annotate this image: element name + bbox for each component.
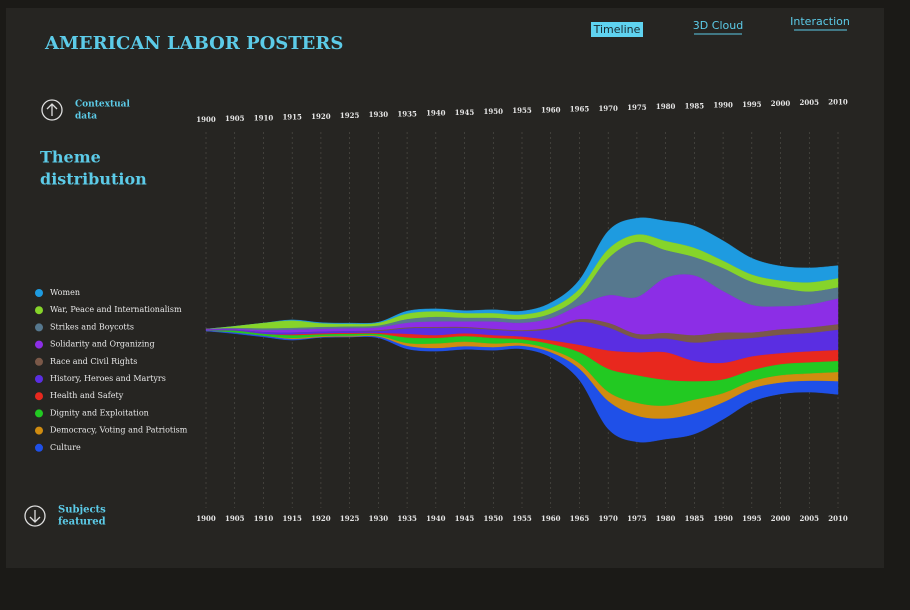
x-tick-label-top: 1905 bbox=[225, 114, 245, 123]
x-tick-label-top: 2000 bbox=[771, 99, 791, 108]
x-tick-label: 1970 bbox=[598, 514, 618, 523]
x-tick-label: 1905 bbox=[225, 514, 245, 523]
legend-swatch bbox=[35, 375, 43, 383]
legend-swatch bbox=[35, 340, 43, 349]
legend-label: Strikes and Boycotts bbox=[50, 322, 134, 331]
nav-link[interactable]: Timeline bbox=[593, 23, 641, 36]
icon-circle bbox=[24, 505, 46, 527]
x-tick-label-top: 1935 bbox=[397, 109, 417, 118]
x-tick-label-top: 2005 bbox=[800, 98, 820, 107]
legend-label: War, Peace and Internationalism bbox=[50, 305, 182, 314]
x-tick-label-top: 1985 bbox=[685, 101, 705, 110]
subjects-label: featured bbox=[58, 517, 106, 528]
x-tick-label-top: 2010 bbox=[828, 97, 848, 106]
icon-arrow bbox=[29, 510, 41, 523]
legend-label: History, Heroes and Martyrs bbox=[50, 374, 166, 383]
legend-label: Solidarity and Organizing bbox=[50, 340, 155, 349]
x-tick-label: 1955 bbox=[512, 514, 532, 523]
contextual-label: data bbox=[75, 112, 97, 122]
x-tick-label: 1900 bbox=[196, 514, 216, 523]
legend-swatch bbox=[35, 443, 43, 452]
x-tick-label: 1920 bbox=[311, 514, 331, 523]
x-tick-label: 1990 bbox=[713, 514, 733, 523]
legend-label: Dignity and Exploitation bbox=[50, 408, 149, 417]
legend-swatch bbox=[35, 409, 43, 418]
x-tick-label: 2010 bbox=[828, 514, 848, 523]
x-tick-label: 2005 bbox=[800, 514, 820, 523]
x-tick-label-top: 1930 bbox=[369, 110, 389, 119]
contextual-button[interactable]: Contextual data bbox=[41, 99, 130, 122]
x-tick-label: 1925 bbox=[340, 514, 360, 523]
x-tick-label: 1915 bbox=[282, 514, 302, 523]
x-tick-label: 2000 bbox=[771, 514, 791, 523]
legend-swatch bbox=[35, 306, 43, 315]
x-tick-label: 1945 bbox=[455, 514, 475, 523]
x-tick-label-top: 1925 bbox=[340, 111, 360, 120]
x-tick-label: 1950 bbox=[484, 514, 504, 523]
icon-arrow bbox=[46, 103, 58, 116]
legend-label: Women bbox=[50, 288, 80, 297]
x-tick-label: 1940 bbox=[426, 514, 446, 523]
legend-swatch bbox=[35, 357, 43, 366]
x-tick-label-top: 1940 bbox=[426, 109, 446, 118]
x-tick-label: 1965 bbox=[570, 514, 590, 523]
x-tick-label: 1935 bbox=[397, 514, 417, 523]
x-tick-label: 1980 bbox=[656, 514, 676, 523]
stream-layers bbox=[205, 217, 839, 443]
contextual-label: Contextual bbox=[75, 100, 130, 110]
x-tick-label: 1985 bbox=[685, 514, 705, 523]
x-tick-label-top: 1975 bbox=[627, 103, 647, 112]
x-tick-label-top: 1950 bbox=[484, 107, 504, 116]
x-tick-label-top: 1980 bbox=[656, 102, 676, 111]
x-tick-label-top: 1995 bbox=[742, 100, 762, 109]
x-tick-label-top: 1900 bbox=[196, 115, 216, 124]
legend-swatch bbox=[35, 323, 43, 332]
x-tick-label-top: 1910 bbox=[254, 113, 274, 122]
x-tick-label-top: 1920 bbox=[311, 112, 331, 121]
nav-link[interactable]: Interaction bbox=[790, 15, 850, 28]
x-tick-label-top: 1960 bbox=[541, 105, 561, 114]
page-title: AMERICAN LABOR POSTERS bbox=[44, 33, 343, 54]
section-heading: distribution bbox=[40, 170, 147, 189]
x-tick-label-top: 1945 bbox=[455, 108, 475, 117]
x-tick-label: 1910 bbox=[254, 514, 274, 523]
nav-active-bg bbox=[591, 22, 643, 37]
legend-swatch bbox=[35, 289, 43, 297]
x-tick-label: 1975 bbox=[627, 514, 647, 523]
x-tick-label-top: 1915 bbox=[282, 113, 302, 122]
x-tick-label-top: 1965 bbox=[570, 105, 590, 114]
x-tick-label: 1995 bbox=[742, 514, 762, 523]
icon-circle bbox=[41, 99, 63, 121]
x-tick-label-top: 1990 bbox=[713, 101, 733, 110]
subjects-label: Subjects bbox=[58, 505, 106, 516]
legend-label: Race and Civil Rights bbox=[50, 357, 137, 366]
x-tick-label-top: 1955 bbox=[512, 106, 532, 115]
x-tick-label: 1960 bbox=[541, 514, 561, 523]
stream-area bbox=[205, 330, 839, 443]
legend-swatch bbox=[35, 426, 43, 435]
legend-swatch bbox=[35, 392, 43, 401]
x-tick-label-top: 1970 bbox=[598, 104, 618, 113]
subjects-button[interactable]: Subjects featured bbox=[24, 505, 106, 528]
section-heading: Theme bbox=[40, 148, 101, 167]
nav-link[interactable]: 3D Cloud bbox=[693, 19, 743, 32]
legend-label: Culture bbox=[50, 443, 81, 452]
x-tick-label: 1930 bbox=[369, 514, 389, 523]
legend-label: Democracy, Voting and Patriotism bbox=[50, 426, 188, 435]
legend-label: Health and Safety bbox=[50, 391, 124, 400]
